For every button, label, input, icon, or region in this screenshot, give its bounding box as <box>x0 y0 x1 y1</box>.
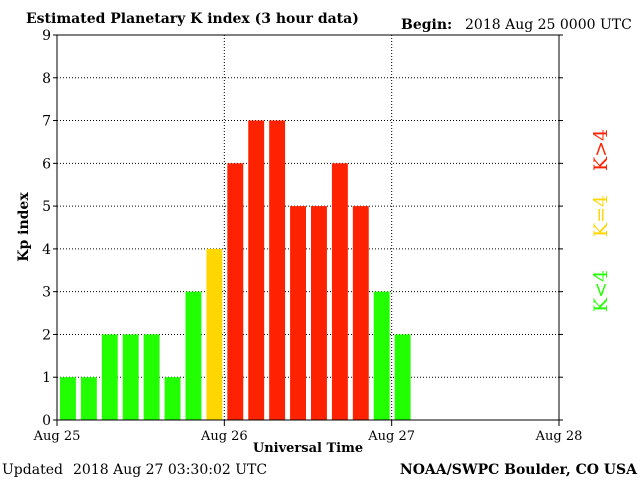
x-tick-label: Aug 28 <box>535 429 583 444</box>
legend-mid: K=4 <box>590 195 612 237</box>
x-tick-label: Aug 26 <box>200 429 248 444</box>
kp-bar <box>290 206 306 420</box>
kp-bar <box>122 334 139 420</box>
y-tick-label: 7 <box>42 114 51 130</box>
kp-bar <box>248 120 265 421</box>
kp-bar <box>206 248 223 420</box>
y-tick-label: 1 <box>42 370 51 386</box>
x-tick-label: Aug 27 <box>367 429 415 444</box>
y-tick-label: 9 <box>42 28 51 44</box>
plot-frame <box>56 34 560 421</box>
updated-label: Updated <box>2 462 63 478</box>
begin-value: 2018 Aug 25 0000 UTC <box>465 17 632 33</box>
kp-bar <box>269 120 286 421</box>
chart-title: Estimated Planetary K index (3 hour data… <box>26 11 359 27</box>
kp-bar <box>331 163 348 421</box>
updated-value: 2018 Aug 27 03:30:02 UTC <box>73 462 267 478</box>
kp-bar <box>60 377 76 420</box>
source-credit: NOAA/SWPC Boulder, CO USA <box>400 462 638 478</box>
y-tick-label: 5 <box>42 199 51 215</box>
legend-high: K>4 <box>590 129 612 171</box>
x-tick-label: Aug 25 <box>33 429 81 444</box>
y-axis-ticks: 0 1 2 3 4 5 6 7 8 9 <box>42 28 563 429</box>
y-tick-label: 6 <box>42 156 51 172</box>
kp-bar <box>101 334 118 420</box>
kp-bar <box>227 163 244 421</box>
kp-bar <box>394 334 411 420</box>
y-tick-label: 4 <box>42 242 51 258</box>
kp-bar <box>352 206 369 420</box>
bar-series <box>60 120 411 421</box>
begin-label: Begin: <box>401 17 452 33</box>
x-axis-ticks: Aug 25 Aug 26 Aug 27 Aug 28 <box>33 420 583 444</box>
y-tick-label: 2 <box>42 327 51 343</box>
kp-bar <box>373 291 390 420</box>
kp-bar <box>164 377 181 420</box>
legend-low: K<4 <box>590 270 612 312</box>
y-tick-label: 8 <box>42 71 51 87</box>
y-tick-label: 0 <box>42 413 51 429</box>
kp-bar <box>80 377 97 420</box>
y-tick-label: 3 <box>42 285 51 301</box>
kp-bar <box>143 334 160 420</box>
kp-bar <box>311 206 327 420</box>
kp-bar <box>185 291 202 420</box>
grid-lines <box>57 35 559 420</box>
y-axis-label: Kp index <box>16 192 32 262</box>
x-axis-label: Universal Time <box>253 441 363 456</box>
